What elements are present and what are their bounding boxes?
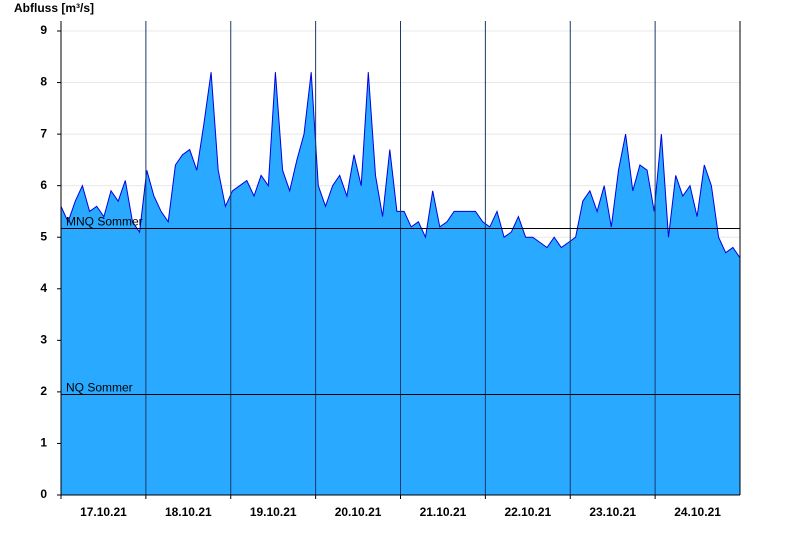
x-tick-label: 20.10.21 xyxy=(335,505,382,519)
x-tick-label: 24.10.21 xyxy=(674,505,721,519)
x-tick-label: 21.10.21 xyxy=(420,505,467,519)
y-tick-label: 2 xyxy=(40,384,47,398)
reference-label: NQ Sommer xyxy=(66,381,133,395)
x-tick-label: 19.10.21 xyxy=(250,505,297,519)
x-tick-label: 17.10.21 xyxy=(80,505,127,519)
y-axis-label: Abfluss [m³/s] xyxy=(14,1,94,15)
y-tick-label: 5 xyxy=(40,229,47,243)
y-tick-label: 0 xyxy=(40,487,47,501)
reference-label: MNQ Sommer xyxy=(66,215,143,229)
y-tick-label: 8 xyxy=(40,75,47,89)
y-tick-label: 1 xyxy=(40,436,47,450)
x-tick-label: 23.10.21 xyxy=(589,505,636,519)
x-tick-label: 18.10.21 xyxy=(165,505,212,519)
y-tick-label: 9 xyxy=(40,23,47,37)
y-tick-label: 3 xyxy=(40,333,47,347)
y-tick-label: 6 xyxy=(40,178,47,192)
y-tick-label: 4 xyxy=(40,281,47,295)
x-tick-label: 22.10.21 xyxy=(504,505,551,519)
y-tick-label: 7 xyxy=(40,126,47,140)
